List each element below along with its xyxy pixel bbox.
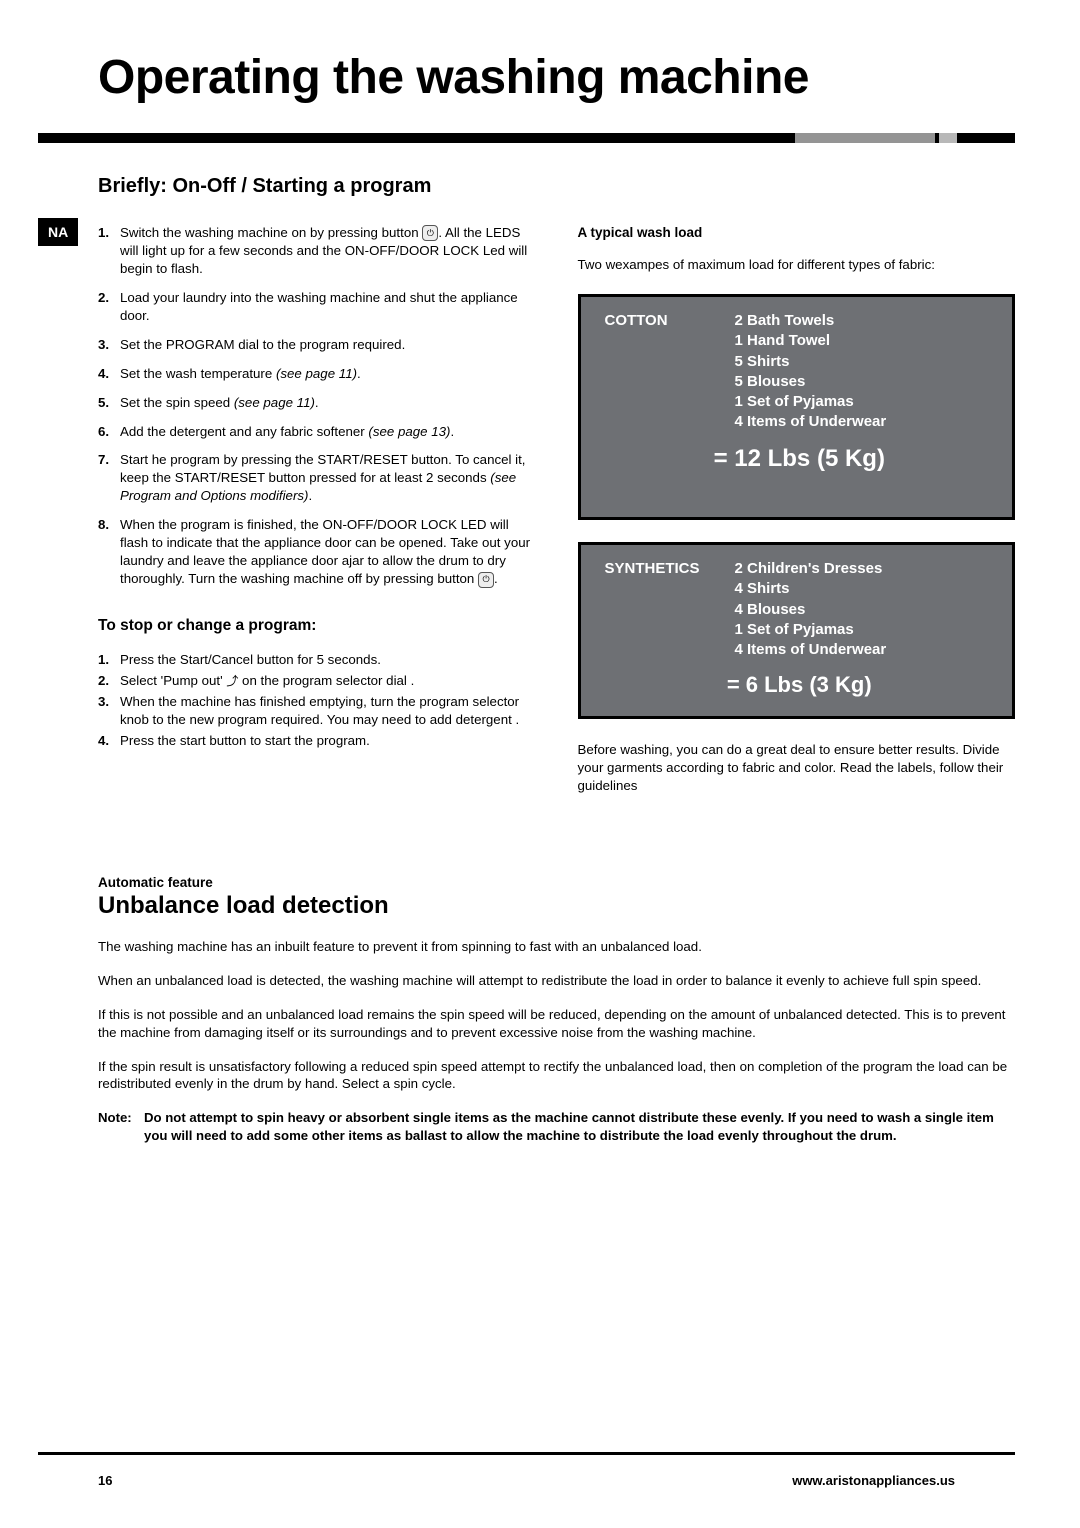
step-number: 7. bbox=[98, 451, 120, 505]
unbalance-paragraph: If this is not possible and an unbalance… bbox=[98, 1006, 1015, 1042]
power-button-icon: ⏻ bbox=[422, 225, 438, 241]
briefly-step: 4.Set the wash temperature (see page 11)… bbox=[98, 365, 536, 383]
step-number: 2. bbox=[98, 672, 120, 690]
unbalance-paragraph: When an unbalanced load is detected, the… bbox=[98, 972, 1015, 990]
power-button-icon: ⏻ bbox=[478, 572, 494, 588]
briefly-step: 3.Set the PROGRAM dial to the program re… bbox=[98, 336, 536, 354]
briefly-step: 2.Load your laundry into the washing mac… bbox=[98, 289, 536, 325]
pump-out-icon: ⤴ bbox=[226, 673, 238, 689]
typical-load-intro: Two wexampes of maximum load for differe… bbox=[578, 256, 1016, 274]
step-text: When the machine has finished emptying, … bbox=[120, 693, 536, 729]
briefly-title: Briefly: On-Off / Starting a program bbox=[98, 175, 1015, 198]
step-number: 4. bbox=[98, 365, 120, 383]
step-text: Start he program by pressing the START/R… bbox=[120, 451, 536, 505]
right-column: A typical wash load Two wexampes of maxi… bbox=[578, 224, 1016, 795]
step-text: Set the wash temperature (see page 11). bbox=[120, 365, 536, 383]
step-text: Press the Start/Cancel button for 5 seco… bbox=[120, 651, 536, 669]
briefly-step: 7.Start he program by pressing the START… bbox=[98, 451, 536, 505]
step-text: Select 'Pump out' ⤴ on the program selec… bbox=[120, 672, 536, 690]
page-footer: 16 www.aristonappliances.us bbox=[38, 1452, 1015, 1488]
briefly-step: 1.Switch the washing machine on by press… bbox=[98, 224, 536, 278]
unbalance-section: Automatic feature Unbalance load detecti… bbox=[98, 875, 1015, 1145]
load-items: 2 Bath Towels 1 Hand Towel5 Shirts5 Blou… bbox=[735, 311, 887, 433]
step-number: 3. bbox=[98, 693, 120, 729]
stop-change-step: 4.Press the start button to start the pr… bbox=[98, 732, 536, 750]
step-number: 2. bbox=[98, 289, 120, 325]
stop-change-step: 2.Select 'Pump out' ⤴ on the program sel… bbox=[98, 672, 536, 690]
briefly-step: 6.Add the detergent and any fabric softe… bbox=[98, 423, 536, 441]
load-label: COTTON bbox=[605, 311, 735, 433]
unbalance-paragraph: The washing machine has an inbuilt featu… bbox=[98, 938, 1015, 956]
stop-change-title: To stop or change a program: bbox=[98, 616, 536, 637]
note-label: Note: bbox=[98, 1109, 144, 1145]
unbalance-note: Note: Do not attempt to spin heavy or ab… bbox=[98, 1109, 1015, 1145]
load-total: = 6 Lbs (3 Kg) bbox=[605, 670, 995, 700]
note-body: Do not attempt to spin heavy or absorben… bbox=[144, 1109, 1015, 1145]
briefly-step: 8.When the program is finished, the ON-O… bbox=[98, 516, 536, 588]
load-label: SYNTHETICS bbox=[605, 559, 735, 660]
step-number: 6. bbox=[98, 423, 120, 441]
step-text: Set the spin speed (see page 11). bbox=[120, 394, 536, 412]
left-column: 1.Switch the washing machine on by press… bbox=[98, 224, 536, 795]
title-rule bbox=[38, 133, 1015, 143]
unbalance-title: Unbalance load detection bbox=[98, 892, 1015, 920]
load-total: = 12 Lbs (5 Kg) bbox=[605, 443, 995, 475]
step-text: Add the detergent and any fabric softene… bbox=[120, 423, 536, 441]
step-number: 5. bbox=[98, 394, 120, 412]
automatic-feature-kicker: Automatic feature bbox=[98, 875, 1015, 890]
sidebar-tag: NA bbox=[38, 218, 78, 246]
site-url: www.aristonappliances.us bbox=[792, 1473, 955, 1488]
step-number: 8. bbox=[98, 516, 120, 588]
load-box: SYNTHETICS2 Children's Dresses4 Shirts 4… bbox=[578, 542, 1016, 719]
stop-change-step: 3.When the machine has finished emptying… bbox=[98, 693, 536, 729]
briefly-steps: 1.Switch the washing machine on by press… bbox=[98, 224, 536, 588]
load-items: 2 Children's Dresses4 Shirts 4 Blouses1 … bbox=[735, 559, 887, 660]
load-box: COTTON2 Bath Towels 1 Hand Towel5 Shirts… bbox=[578, 294, 1016, 520]
typical-load-heading: A typical wash load bbox=[578, 224, 1016, 242]
step-text: Switch the washing machine on by pressin… bbox=[120, 224, 536, 278]
stop-change-step: 1.Press the Start/Cancel button for 5 se… bbox=[98, 651, 536, 669]
step-number: 1. bbox=[98, 651, 120, 669]
page-number: 16 bbox=[98, 1473, 112, 1488]
step-number: 1. bbox=[98, 224, 120, 278]
step-text: Set the PROGRAM dial to the program requ… bbox=[120, 336, 536, 354]
step-text: When the program is finished, the ON-OFF… bbox=[120, 516, 536, 588]
step-number: 3. bbox=[98, 336, 120, 354]
typical-load-after: Before washing, you can do a great deal … bbox=[578, 741, 1016, 795]
stop-change-steps: 1.Press the Start/Cancel button for 5 se… bbox=[98, 651, 536, 750]
unbalance-paragraph: If the spin result is unsatisfactory fol… bbox=[98, 1058, 1015, 1094]
step-text: Press the start button to start the prog… bbox=[120, 732, 536, 750]
step-text: Load your laundry into the washing machi… bbox=[120, 289, 536, 325]
page-title: Operating the washing machine bbox=[98, 50, 1015, 105]
step-number: 4. bbox=[98, 732, 120, 750]
briefly-step: 5.Set the spin speed (see page 11). bbox=[98, 394, 536, 412]
